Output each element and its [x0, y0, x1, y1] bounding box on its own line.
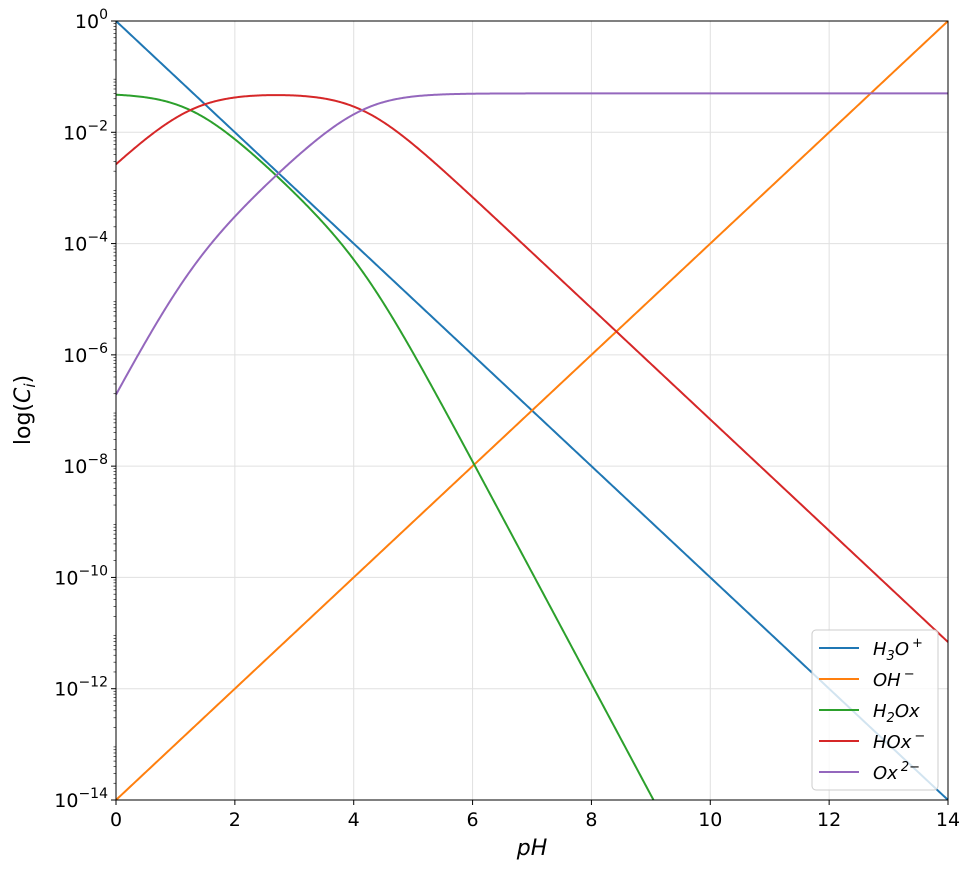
x-tick-label: 4 — [348, 809, 360, 831]
series-line-Ox2- — [116, 92, 948, 396]
legend-box — [811, 629, 939, 791]
x-axis-label: pH — [516, 836, 548, 861]
legend-label-HOx-: HOx − — [873, 729, 925, 753]
legend-label-OH-: OH − — [873, 667, 915, 691]
legend-label-H2Ox: H2Ox — [873, 701, 920, 726]
x-tick-label: 0 — [110, 809, 122, 831]
y-tick-label: 10−12 — [54, 675, 108, 701]
x-tick-label: 6 — [467, 809, 479, 831]
series-line-HOx- — [116, 94, 948, 643]
y-tick-label: 10−10 — [54, 563, 108, 589]
series-lines — [116, 21, 948, 800]
x-tick-label: 12 — [817, 809, 841, 831]
y-tick-label: 100 — [75, 7, 108, 33]
y-tick-label: 10−4 — [63, 230, 108, 256]
x-tick-label: 2 — [229, 809, 241, 831]
y-tick-label: 10−2 — [63, 118, 108, 144]
x-tick-label: 10 — [698, 809, 722, 831]
y-tick-label: 10−14 — [54, 786, 108, 812]
series-line-OH- — [116, 21, 948, 800]
y-tick-label: 10−6 — [63, 341, 108, 367]
legend-label-H3O+: H3O + — [873, 636, 923, 664]
legend-label-Ox2-: Ox 2− — [873, 760, 920, 784]
x-tick-label: 8 — [585, 809, 597, 831]
y-axis-label: log(Ci) — [11, 375, 39, 445]
grid — [115, 20, 949, 801]
ticks: 0 2 4 6 8 10 12 14 100 10−2 10−4 10−6 10−8 10−10 10−12… — [54, 7, 960, 831]
x-tick-label: 14 — [936, 809, 960, 831]
y-tick-label: 10−8 — [63, 452, 108, 478]
series-line-H2Ox — [116, 93, 655, 800]
plot-frame — [115, 20, 949, 801]
legend: H3O + OH − H2Ox HOx − Ox 2− — [811, 629, 939, 791]
